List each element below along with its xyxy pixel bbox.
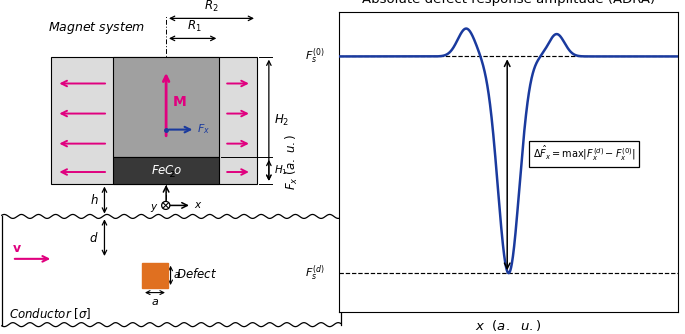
Text: $\mathit{Conductor}\ [\sigma]$: $\mathit{Conductor}\ [\sigma]$ — [8, 306, 91, 321]
Text: $\mathit{Defect}$: $\mathit{Defect}$ — [177, 267, 217, 281]
Text: $H_2$: $H_2$ — [274, 113, 289, 128]
Text: $h$: $h$ — [90, 193, 98, 207]
Bar — [113, 157, 219, 184]
Text: $d$: $d$ — [89, 231, 98, 244]
Text: $a$: $a$ — [151, 297, 159, 307]
Text: $a$: $a$ — [173, 271, 181, 280]
Text: $F_s^{(0)}$: $F_s^{(0)}$ — [306, 47, 325, 66]
Bar — [142, 263, 168, 288]
Text: $R_1$: $R_1$ — [187, 19, 201, 34]
Text: $H_1$: $H_1$ — [274, 163, 288, 177]
Text: $\mathit{FeCo}$: $\mathit{FeCo}$ — [151, 164, 182, 177]
Y-axis label: $F_x\ (a.\ u.)$: $F_x\ (a.\ u.)$ — [284, 134, 300, 190]
Text: $\Delta\hat{F}_x = \mathrm{max}\left|F_x^{(d)} - F_x^{(0)}\right|$: $\Delta\hat{F}_x = \mathrm{max}\left|F_x… — [533, 144, 635, 163]
Text: $R_2$: $R_2$ — [204, 0, 219, 14]
Text: $\mathbf{M}$: $\mathbf{M}$ — [172, 95, 187, 109]
Text: $\mathit{Magnet\ system}$: $\mathit{Magnet\ system}$ — [48, 20, 145, 36]
Text: $x$: $x$ — [193, 200, 202, 210]
Text: $z$: $z$ — [169, 169, 176, 179]
X-axis label: $x\ \ (a.\ \ u.)$: $x\ \ (a.\ \ u.)$ — [475, 318, 542, 333]
Text: $F_s^{(d)}$: $F_s^{(d)}$ — [306, 263, 325, 283]
Bar — [51, 57, 257, 184]
Circle shape — [162, 201, 170, 209]
Bar — [113, 57, 219, 157]
Text: $y$: $y$ — [150, 202, 158, 214]
Title: Absolute defect response amplitude (ADRA): Absolute defect response amplitude (ADRA… — [362, 0, 655, 6]
Text: $\mathit{F_x}$: $\mathit{F_x}$ — [197, 123, 210, 137]
Text: $\mathbf{v}$: $\mathbf{v}$ — [12, 242, 22, 255]
